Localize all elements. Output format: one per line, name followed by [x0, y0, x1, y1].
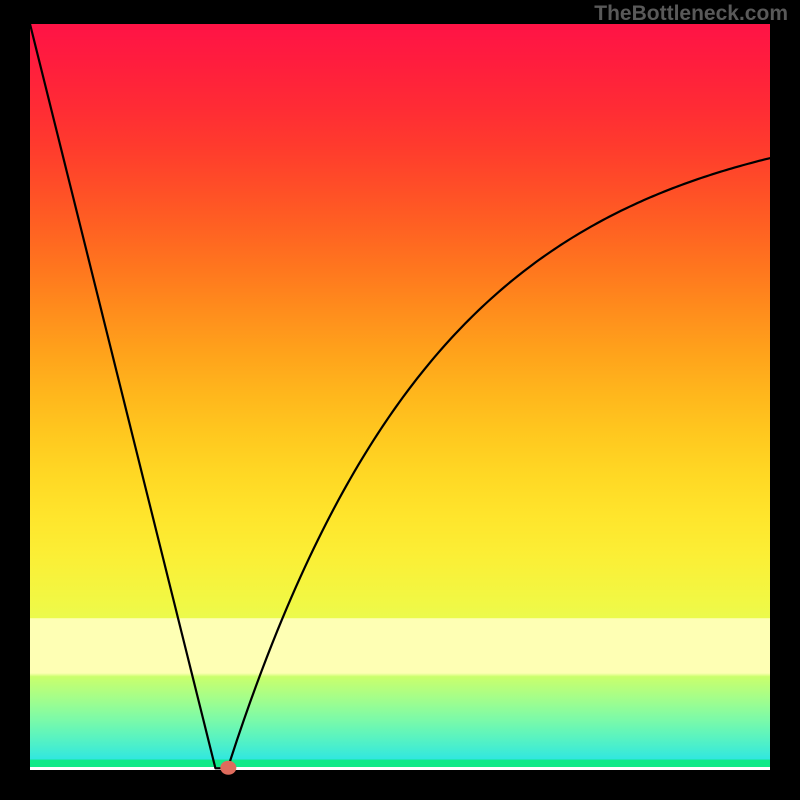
bottleneck-chart-svg	[0, 0, 800, 800]
optimal-point-marker	[220, 761, 236, 775]
watermark-text: TheBottleneck.com	[594, 2, 788, 26]
bottom-white-band	[30, 767, 770, 770]
plot-area	[30, 24, 770, 770]
chart-stage: TheBottleneck.com	[0, 0, 800, 800]
